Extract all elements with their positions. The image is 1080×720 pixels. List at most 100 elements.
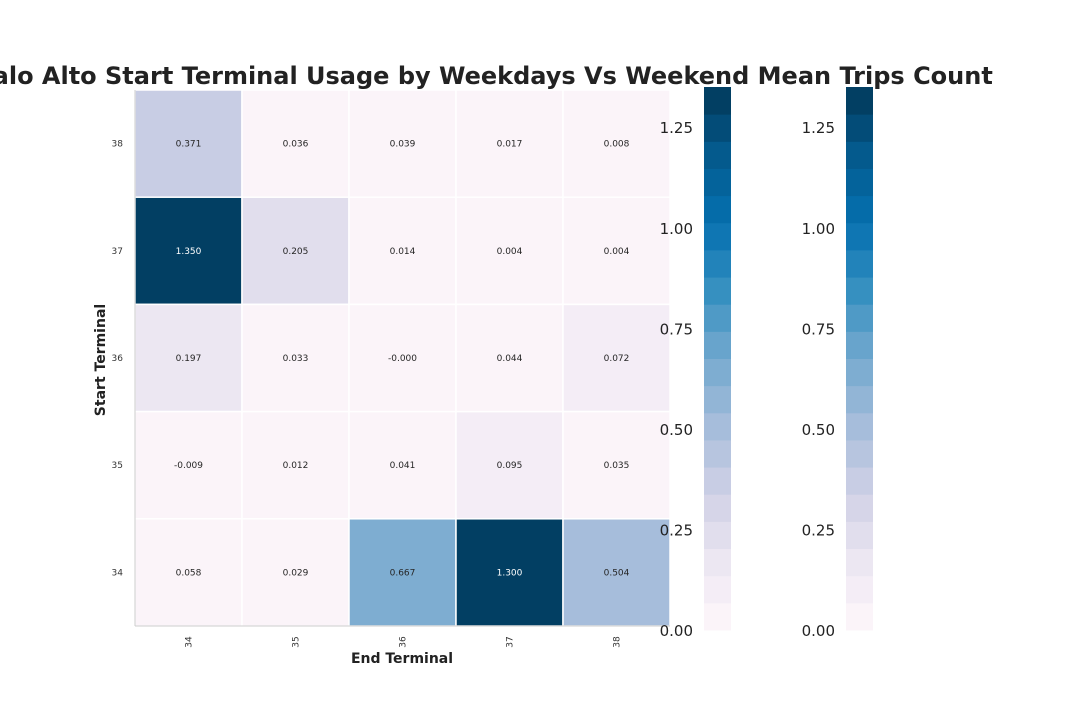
x-axis-ticks: 34 35 36 37 38 (185, 636, 623, 648)
colorbar-segment (846, 195, 873, 224)
cell-value-label: 0.008 (604, 140, 630, 150)
colorbar-tick-label: 0.25 (802, 521, 835, 539)
colorbar-tick-label: 1.00 (802, 220, 835, 238)
colorbar-segment (846, 548, 873, 577)
cell-value-label: 0.029 (283, 568, 309, 578)
colorbar-segment (846, 358, 873, 387)
cell-value-label: 0.004 (604, 247, 630, 257)
cell-value-label: 0.058 (176, 568, 202, 578)
cell-value-label: 1.300 (497, 568, 523, 578)
colorbar-segment (846, 575, 873, 604)
colorbar-tick-label: 1.00 (660, 220, 693, 238)
heatmap-cell (241, 89, 350, 198)
heatmap-cell (455, 303, 564, 413)
cell-value-label: 0.041 (390, 461, 416, 471)
cell-value-label: 1.350 (176, 247, 202, 257)
cell-value-label: 0.197 (176, 354, 202, 364)
heatmap-cell (562, 303, 671, 413)
y-axis-label: Start Terminal (93, 304, 109, 416)
colorbar-segment (846, 168, 873, 197)
colorbar-segment (846, 277, 873, 305)
cell-value-label: 0.039 (390, 140, 416, 150)
y-tick-label: 34 (112, 568, 124, 578)
y-tick-label: 38 (112, 140, 124, 150)
colorbar-segment (846, 494, 873, 522)
cell-value-label: 0.667 (390, 568, 416, 578)
colorbar-segment (704, 412, 731, 441)
colorbar-segment (704, 168, 731, 197)
heatmap-cell (241, 410, 350, 520)
heatmap-cell (134, 89, 243, 198)
colorbar-segment (704, 277, 731, 305)
heatmap-cell (241, 303, 350, 413)
heatmap-value-labels: 0.371 0.036 0.039 0.017 0.008 1.350 0.205 0.014… (174, 140, 630, 579)
colorbar-segment (846, 467, 873, 495)
cell-value-label: -0.009 (174, 461, 203, 471)
cell-value-label: 0.036 (283, 140, 309, 150)
heatmap-cell (134, 518, 243, 627)
colorbar-segment (704, 385, 731, 414)
colorbar-tick-label: 0.00 (802, 622, 835, 640)
cell-value-label: 0.033 (283, 354, 309, 364)
colorbar-tick-label: 0.25 (660, 521, 693, 539)
y-axis-ticks: 38 37 36 35 34 (112, 140, 124, 579)
cell-value-label: 0.012 (283, 461, 309, 471)
colorbar-tick-label: 0.75 (802, 320, 835, 338)
colorbar-segment (846, 521, 873, 550)
cell-value-label: 0.371 (176, 140, 202, 150)
colorbar-segment (846, 439, 873, 468)
colorbar-tick-label: 0.50 (660, 421, 693, 439)
heatmap-cell (455, 410, 564, 520)
heatmap-cell (348, 410, 457, 520)
colorbar-segment (846, 87, 873, 115)
cell-value-label: 0.035 (604, 461, 630, 471)
x-tick-label: 35 (292, 636, 302, 647)
colorbar-segment (704, 602, 731, 631)
colorbar-segment (704, 439, 731, 468)
x-axis-label: End Terminal (351, 651, 453, 667)
cell-value-label: 0.072 (604, 354, 630, 364)
heatmap-cell (562, 196, 671, 306)
colorbar-segment (704, 548, 731, 577)
heatmap-cell (134, 196, 243, 306)
cell-value-label: 0.504 (604, 568, 630, 578)
colorbar-tick-label: 0.50 (802, 421, 835, 439)
y-tick-label: 35 (112, 461, 123, 471)
x-tick-label: 34 (185, 636, 195, 648)
cell-value-label: 0.004 (497, 247, 523, 257)
colorbar-segment (704, 87, 731, 115)
y-tick-label: 37 (112, 247, 123, 257)
colorbar-segment (704, 249, 731, 278)
x-tick-label: 38 (613, 636, 623, 648)
x-tick-label: 37 (506, 636, 516, 647)
colorbar-segment (846, 412, 873, 441)
colorbar-segment (846, 114, 873, 142)
colorbar-tick-label: 1.25 (802, 119, 835, 137)
heatmap-cell (348, 518, 457, 627)
heatmap-cells (134, 89, 671, 627)
colorbar-segment (846, 222, 873, 251)
colorbar-segment (704, 494, 731, 522)
heatmap-cell (562, 518, 671, 627)
colorbar-segment (704, 521, 731, 550)
colorbar-segment (846, 304, 873, 332)
colorbar-segment (704, 195, 731, 224)
colorbar-segment (846, 602, 873, 631)
heatmap-cell (348, 196, 457, 306)
colorbar-segment (846, 331, 873, 359)
colorbar-tick-label: 1.25 (660, 119, 693, 137)
colorbar-segment (704, 467, 731, 495)
cell-value-label: 0.017 (497, 140, 523, 150)
cell-value-label: 0.205 (283, 247, 309, 257)
x-tick-label: 36 (399, 636, 409, 648)
colorbar-segment (846, 385, 873, 414)
colorbar-segment (704, 331, 731, 359)
colorbar-tick-label: 0.00 (660, 622, 693, 640)
cell-value-label: 0.044 (497, 354, 523, 364)
colorbar-tick-label: 0.75 (660, 320, 693, 338)
colorbar-segment (704, 114, 731, 142)
colorbar-segment (704, 575, 731, 604)
colorbar: 0.00 0.25 0.50 0.75 1.00 1.25 (802, 87, 873, 640)
colorbars: 0.00 0.25 0.50 0.75 1.00 1.25 0.00 0.25 0.50 0.75… (660, 87, 873, 640)
